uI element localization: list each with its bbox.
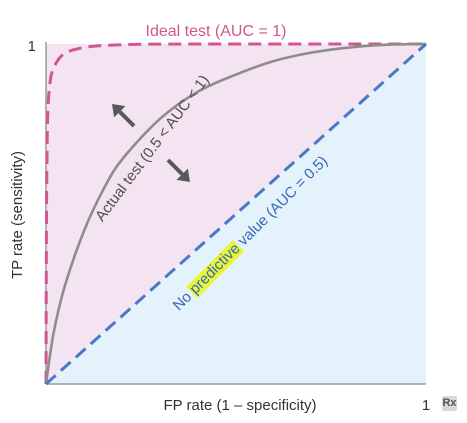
rx-logo-badge: Rx [442,396,457,411]
series-label-ideal: Ideal test (AUC = 1) [146,23,287,40]
predictive-highlight [186,240,245,299]
series-line-no-predictive [44,42,428,386]
arrow-down-right-head [176,168,190,182]
x-tick-label: 1 [422,397,430,414]
x-axis-label: FP rate (1 – specificity) [163,397,316,414]
y-tick-label: 1 [28,38,36,55]
y-axis-label: TP rate (sensitivity) [9,151,26,279]
direction-arrows [112,104,190,182]
arrow-down-right-shaft [166,158,184,176]
series-layer [44,42,428,386]
arrow-up-left-head [112,104,126,118]
series-line-actual [44,42,427,385]
arrow-up-left-shaft [118,110,136,128]
series-line-ideal [44,42,427,385]
